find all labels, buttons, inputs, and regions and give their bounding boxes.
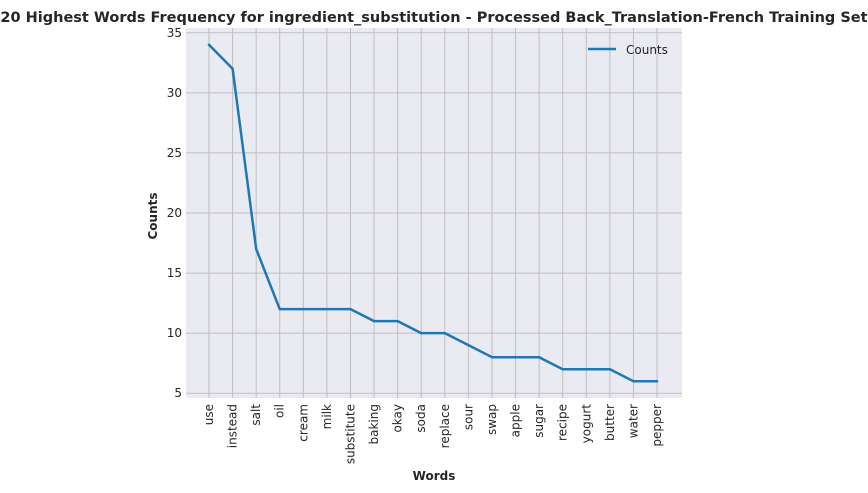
- data-point: [420, 331, 423, 335]
- legend: Counts: [588, 43, 668, 57]
- chart-title: 20 Highest Words Frequency for ingredien…: [0, 10, 867, 26]
- data-point: [325, 307, 329, 311]
- x-tick-label: apple: [509, 404, 523, 437]
- y-tick-label: 10: [167, 326, 182, 340]
- data-point: [349, 307, 352, 311]
- data-point: [372, 319, 376, 323]
- data-point: [490, 355, 494, 359]
- data-point: [561, 367, 564, 371]
- data-point: [254, 247, 258, 251]
- x-axis-label: Words: [413, 469, 456, 483]
- data-point: [467, 343, 470, 347]
- grid: [186, 28, 682, 398]
- data-point: [443, 331, 446, 335]
- x-tick-label: sugar: [532, 404, 546, 438]
- data-point: [396, 319, 399, 323]
- y-tick-label: 25: [167, 146, 182, 160]
- series-layer: [207, 43, 659, 383]
- y-tick-label: 15: [167, 266, 182, 280]
- x-tick-label: salt: [249, 404, 263, 426]
- x-tick-label: okay: [391, 404, 405, 433]
- x-tick-label: water: [626, 404, 640, 438]
- x-tick-label: milk: [320, 404, 334, 429]
- y-axis-ticks: 5 10 15 20 25 30 35: [167, 26, 182, 400]
- y-tick-label: 30: [167, 86, 182, 100]
- data-point: [302, 307, 305, 311]
- legend-label-counts: Counts: [626, 43, 668, 57]
- data-point: [514, 355, 517, 359]
- data-point: [231, 67, 234, 71]
- x-tick-label: oil: [273, 404, 287, 418]
- data-point: [278, 307, 281, 311]
- data-point: [632, 379, 635, 383]
- x-tick-label: swap: [485, 404, 499, 435]
- x-tick-label: instead: [226, 404, 240, 448]
- x-tick-label: substitute: [343, 404, 357, 464]
- x-tick-label: soda: [414, 404, 428, 433]
- x-axis-ticks: use instead salt oil cream milk substitute baki…: [202, 404, 664, 464]
- data-point: [207, 43, 211, 47]
- data-point: [585, 367, 588, 371]
- x-tick-label: cream: [296, 404, 310, 442]
- x-tick-label: pepper: [650, 404, 664, 447]
- series-line-counts: [207, 43, 659, 383]
- x-tick-label: recipe: [556, 404, 570, 441]
- y-axis-label: Counts: [146, 192, 160, 239]
- data-point: [608, 367, 612, 371]
- y-tick-label: 35: [167, 26, 182, 40]
- x-tick-label: use: [202, 404, 216, 425]
- data-point: [537, 355, 541, 359]
- x-tick-label: replace: [438, 404, 452, 448]
- x-tick-label: butter: [603, 404, 617, 441]
- y-tick-label: 20: [167, 206, 182, 220]
- x-tick-label: yogurt: [579, 404, 593, 444]
- y-tick-label: 5: [174, 386, 182, 400]
- x-tick-label: baking: [367, 404, 381, 444]
- x-tick-label: sour: [461, 404, 475, 430]
- data-point: [655, 379, 659, 383]
